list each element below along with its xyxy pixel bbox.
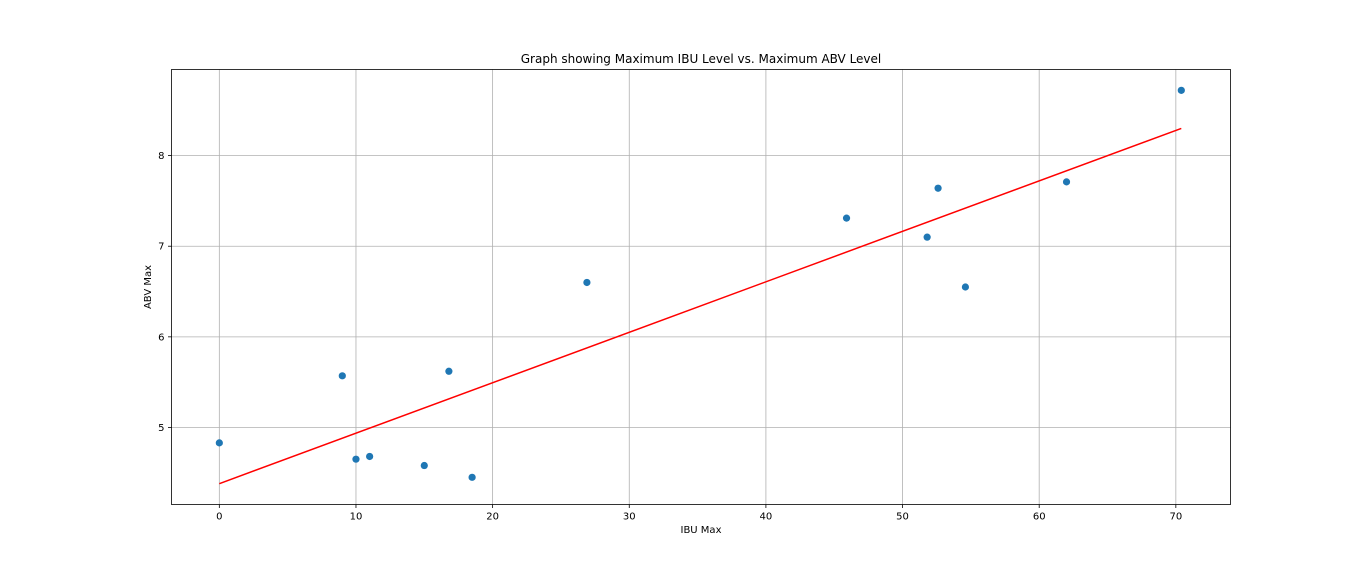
data-point: [842, 214, 851, 222]
chart-title: Graph showing Maximum IBU Level vs. Maxi…: [521, 52, 882, 66]
y-axis-label: ABV Max: [143, 265, 154, 309]
x-tick-label: 40: [760, 512, 773, 523]
x-ticks: 0 10 20 30 40 50 60 70: [216, 504, 1182, 523]
data-point: [420, 461, 428, 470]
x-tick-label: 50: [896, 512, 909, 523]
trendline: [219, 127, 1182, 485]
y-tick-label: 7: [158, 242, 164, 253]
data-point: [1177, 86, 1185, 94]
data-point: [583, 278, 591, 287]
x-tick-label: 0: [216, 512, 222, 523]
data-point: [934, 184, 942, 192]
y-tick-label: 5: [158, 423, 164, 434]
y-tick-label: 8: [158, 151, 164, 162]
data-point: [1062, 178, 1071, 186]
x-tick-label: 70: [1169, 512, 1182, 523]
x-tick-label: 10: [350, 512, 363, 523]
y-ticks: 5 6 7 8: [158, 151, 172, 434]
data-point: [445, 367, 453, 375]
data-point: [352, 455, 360, 463]
data-point: [366, 452, 374, 461]
data-point: [338, 372, 346, 380]
data-point: [923, 233, 931, 241]
grid: [171, 69, 1231, 505]
x-axis-label: IBU Max: [681, 525, 722, 536]
x-tick-label: 30: [623, 512, 636, 523]
points-layer: [215, 86, 1185, 481]
plot-frame: [171, 69, 1231, 505]
data-point: [468, 473, 476, 481]
data-point: [961, 283, 970, 291]
y-tick-label: 6: [158, 332, 164, 343]
x-tick-label: 20: [486, 512, 499, 523]
trendline-layer: [219, 127, 1182, 485]
data-point: [215, 439, 223, 447]
x-tick-label: 60: [1033, 512, 1046, 523]
